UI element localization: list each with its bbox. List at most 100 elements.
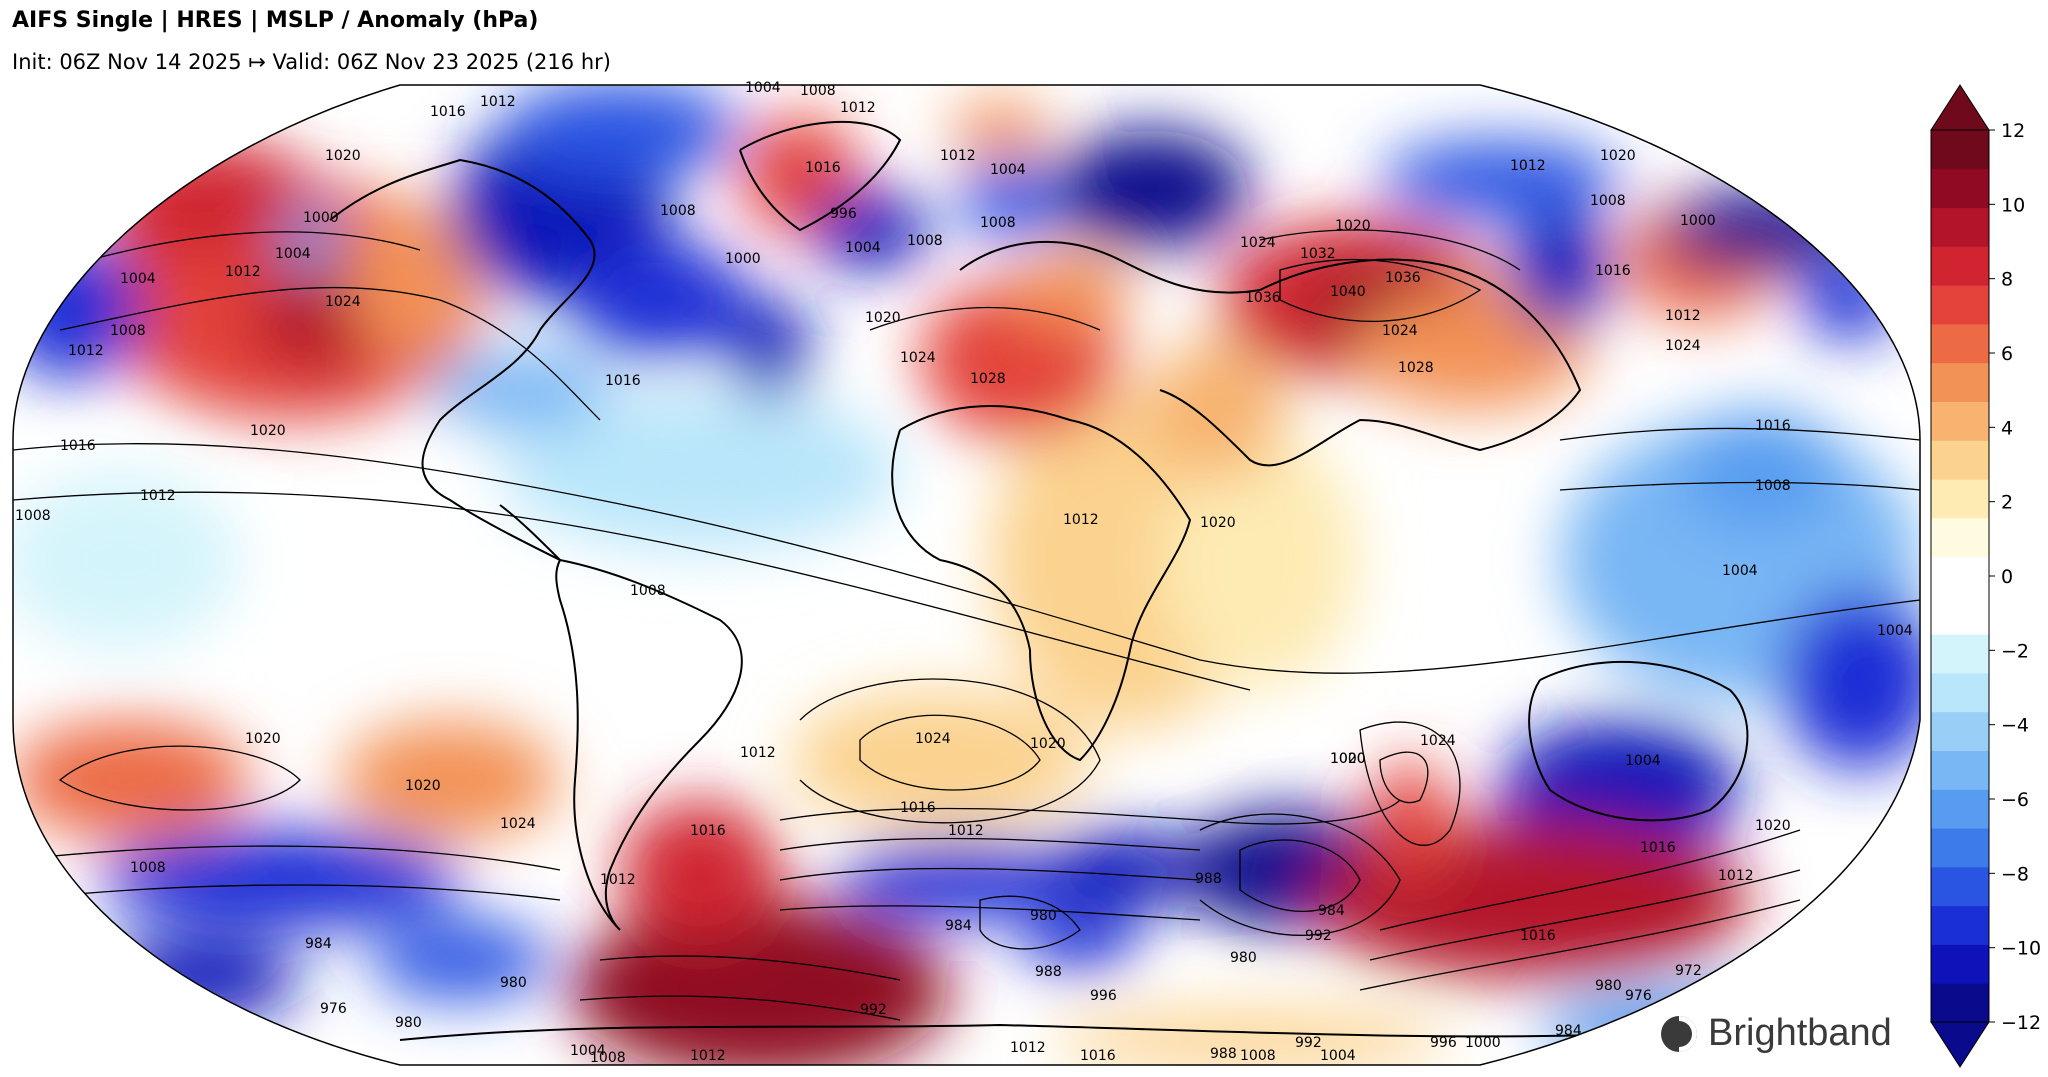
contour-label: 1000 (303, 210, 339, 226)
colorbar: 12 10 8 6 4 2 0 −2 −4 −6 −8 −10 −12 (1930, 84, 2041, 1068)
contour-label: 1008 (980, 215, 1016, 231)
colorbar-tick-label: 8 (2001, 269, 2013, 291)
contour-label: 1000 (1465, 1035, 1501, 1051)
contour-label: 1028 (970, 371, 1006, 387)
contour-label: 1020 (1755, 818, 1791, 834)
colorbar-tick-label: −10 (2001, 938, 2041, 960)
colorbar-tick-label: 12 (2001, 120, 2025, 142)
contour-label: 980 (395, 1015, 422, 1031)
colorbar-swatch (1931, 672, 1989, 713)
map-boundary (12, 84, 1921, 1066)
contour-label: 1008 (1240, 1048, 1276, 1064)
contour-label: 1000 (1680, 213, 1716, 229)
contour-label: 972 (1675, 963, 1702, 979)
contour-label: 1012 (1510, 158, 1546, 174)
contour-label: 976 (1625, 988, 1652, 1004)
colorbar-swatches (1931, 130, 1989, 1023)
contour-label: 1008 (660, 203, 696, 219)
coast-australia (1528, 660, 1749, 822)
contour-label: 1004 (845, 240, 881, 256)
contour-label: 992 (1305, 928, 1332, 944)
contour-label: 1000 (725, 251, 761, 267)
contour-label: 992 (860, 1002, 887, 1018)
colorbar-tick-label: −8 (2001, 863, 2029, 885)
colorbar-tick-label: 6 (2001, 343, 2013, 365)
contour-label: 1024 (1240, 235, 1276, 251)
colorbar-swatch (1931, 168, 1989, 209)
contour-label: 1008 (590, 1050, 626, 1066)
coast-greenland (739, 120, 902, 232)
contour-label: 1004 (1320, 1048, 1356, 1064)
contour-label: 1020 (245, 731, 281, 747)
contour-label: 1008 (110, 323, 146, 339)
contour-label: 984 (945, 918, 972, 934)
colorbar-swatch (1931, 323, 1989, 364)
colorbar-tick-label: 10 (2001, 194, 2025, 216)
contour-label: 1020 (405, 778, 441, 794)
contour-label: 1036 (1385, 270, 1421, 286)
contour-label: 1016 (1755, 418, 1791, 434)
contour-label: 1000 (1330, 751, 1366, 767)
contour-label: 1016 (1520, 928, 1556, 944)
contour-label: 1008 (1590, 193, 1626, 209)
colorbar-swatch (1931, 828, 1989, 868)
contour-label: 1024 (325, 294, 361, 310)
contour-label: 1004 (745, 80, 781, 96)
colorbar-swatch (1931, 517, 1989, 558)
colorbar-swatch (1931, 401, 1989, 441)
contour-label: 1020 (1030, 736, 1066, 752)
contour-label: 984 (1318, 903, 1345, 919)
colorbar-extend-max (1930, 84, 1990, 131)
colorbar-swatch (1931, 595, 1989, 635)
contour-label: 1012 (940, 148, 976, 164)
contour-label: 1016 (690, 823, 726, 839)
contour-label: 1040 (1330, 284, 1366, 300)
isobars (13, 229, 1920, 1021)
coast-north-america (329, 158, 596, 561)
contour-label: 980 (1595, 978, 1622, 994)
contour-label: 1008 (630, 583, 666, 599)
contour-label: 1024 (900, 350, 936, 366)
contour-label: 1024 (1382, 323, 1418, 339)
colorbar-swatch (1931, 285, 1989, 325)
contour-label: 1012 (690, 1048, 726, 1064)
contour-label: 1004 (120, 271, 156, 287)
contour-label: 976 (320, 1001, 347, 1017)
contour-label: 1004 (990, 162, 1026, 178)
colorbar-tick-label: −2 (2001, 640, 2029, 662)
colorbar-swatch (1931, 944, 1989, 984)
contour-label: 1012 (225, 264, 261, 280)
contour-label: 1024 (500, 816, 536, 832)
colorbar-swatch (1931, 362, 1989, 402)
contour-label: 996 (1090, 988, 1117, 1004)
colorbar-tick-label: −4 (2001, 715, 2029, 737)
contour-label: 1016 (430, 104, 466, 120)
colorbar-swatch (1931, 130, 1989, 170)
contour-label: 1020 (250, 423, 286, 439)
contour-label: 1004 (1625, 753, 1661, 769)
colorbar-swatch (1931, 246, 1989, 286)
contour-label: 1036 (1245, 290, 1281, 306)
colorbar-tick-label: 4 (2001, 417, 2013, 439)
contour-label: 984 (1555, 1023, 1582, 1039)
contour-label: 1016 (1595, 263, 1631, 279)
contour-label: 988 (1035, 964, 1062, 980)
contour-label: 1020 (1200, 515, 1236, 531)
contour-label: 1004 (570, 1043, 606, 1059)
contour-label: 980 (1030, 908, 1057, 924)
contour-label: 1020 (865, 310, 901, 326)
brand-name: Brightband (1708, 1012, 1892, 1054)
contour-label: 1004 (275, 246, 311, 262)
contour-label: 1016 (60, 438, 96, 454)
coastlines (329, 120, 1749, 1041)
chart-title: AIFS Single | HRES | MSLP / Anomaly (hPa… (12, 8, 539, 33)
contour-label: 1016 (1640, 840, 1676, 856)
contour-label: 1012 (1718, 868, 1754, 884)
contour-label: 1012 (1063, 512, 1099, 528)
contour-label: 1020 (1335, 218, 1371, 234)
anomaly-field (13, 85, 1920, 1065)
colorbar-swatch (1931, 440, 1989, 480)
colorbar-tick-label: −12 (2001, 1012, 2041, 1034)
contour-label: 1008 (130, 860, 166, 876)
